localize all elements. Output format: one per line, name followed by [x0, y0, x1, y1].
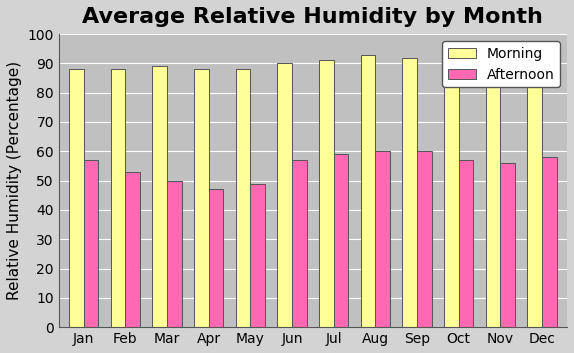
Bar: [333, 154, 348, 327]
Bar: [69, 69, 84, 327]
Bar: [402, 58, 417, 327]
Bar: [459, 160, 474, 327]
Title: Average Relative Humidity by Month: Average Relative Humidity by Month: [83, 7, 544, 27]
Bar: [167, 181, 181, 327]
Legend: Morning, Afternoon: Morning, Afternoon: [443, 41, 560, 87]
Bar: [209, 190, 223, 327]
Y-axis label: Relative Humidity (Percentage): Relative Humidity (Percentage): [7, 61, 22, 300]
Bar: [417, 151, 432, 327]
Bar: [153, 66, 167, 327]
Bar: [250, 184, 265, 327]
Bar: [292, 160, 307, 327]
Bar: [361, 55, 375, 327]
Bar: [501, 163, 515, 327]
Bar: [375, 151, 390, 327]
Bar: [444, 64, 459, 327]
Bar: [125, 172, 140, 327]
Bar: [528, 66, 542, 327]
Bar: [277, 64, 292, 327]
Bar: [194, 69, 209, 327]
Bar: [542, 157, 557, 327]
Bar: [486, 64, 501, 327]
Bar: [236, 69, 250, 327]
Bar: [111, 69, 125, 327]
Bar: [84, 160, 98, 327]
Bar: [319, 60, 333, 327]
